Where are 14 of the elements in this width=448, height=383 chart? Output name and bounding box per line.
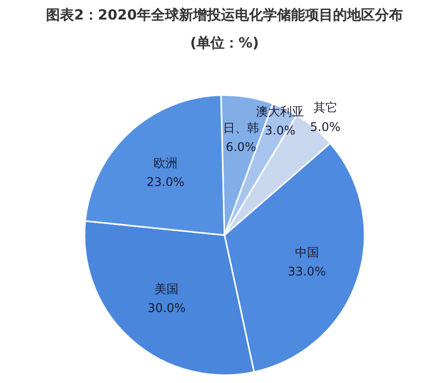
slice-label: 中国 (294, 245, 319, 260)
data-label: 3.0% (264, 124, 296, 138)
data-label: 6.0% (226, 140, 256, 154)
slice-label: 日、韩 (222, 120, 259, 135)
slice-label: 欧洲 (154, 156, 178, 170)
chart-subtitle: (单位：%) (190, 36, 259, 52)
slice-label: 美国 (154, 282, 179, 296)
data-label: 33.0% (288, 264, 326, 279)
slice-label: 澳大利亚 (256, 104, 304, 118)
chart-title: 图表2：2020年全球新增投运电化学储能项目的地区分布 (46, 6, 403, 24)
slice-label: 其它 (313, 100, 338, 115)
data-label: 5.0% (310, 120, 341, 134)
data-label: 23.0% (146, 175, 185, 190)
data-label: 30.0% (148, 301, 186, 316)
